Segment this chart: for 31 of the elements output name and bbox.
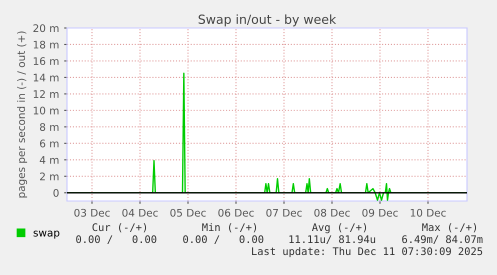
- text: Cur (-/+): [92, 223, 146, 232]
- y-axis-title: pages per second in (-) / out (+): [17, 31, 28, 198]
- x-tick-label: 03 Dec: [74, 208, 110, 217]
- text: Max (-/+): [422, 223, 476, 232]
- text: Avg (-/+): [312, 223, 366, 234]
- y-tick-label: 20 m: [33, 24, 58, 32]
- y-tick-label: 18 m: [34, 40, 58, 49]
- text: Min (-/+): [202, 223, 256, 232]
- y-tick-label: 8 m: [40, 123, 58, 131]
- x-tick-label: 10 Dec: [410, 208, 446, 217]
- text: 6.49m/ 84.07m: [402, 235, 483, 244]
- text: Last update: Thu Dec 11 07:30:09 2025: [252, 247, 482, 258]
- text: 11.11u/ 81.94u: [289, 235, 376, 244]
- x-tick-label: 06 Dec: [218, 208, 254, 217]
- x-tick-label: 04 Dec: [122, 208, 158, 217]
- y-tick-label: 10 m: [34, 106, 58, 114]
- y-tick-label: 6 m: [40, 140, 58, 148]
- text: 0.00 / 0.00: [183, 235, 264, 244]
- x-tick-label: 09 Dec: [362, 208, 398, 217]
- x-tick-label: 08 Dec: [314, 208, 350, 217]
- y-tick-label: 12 m: [34, 90, 58, 98]
- y-tick-label: 2 m: [40, 172, 58, 180]
- text: 0.00 / 0.00: [76, 235, 156, 244]
- legend-label: swap: [34, 230, 60, 239]
- x-tick-label: 07 Dec: [266, 208, 302, 217]
- y-tick-label: 14 m: [34, 74, 58, 82]
- y-tick-label: 0: [53, 188, 59, 197]
- y-tick-label: 4 m: [40, 156, 58, 164]
- y-tick-label: 16 m: [34, 57, 58, 66]
- x-tick-label: 05 Dec: [170, 208, 206, 217]
- chart-title: Swap in/out - by week: [198, 14, 336, 26]
